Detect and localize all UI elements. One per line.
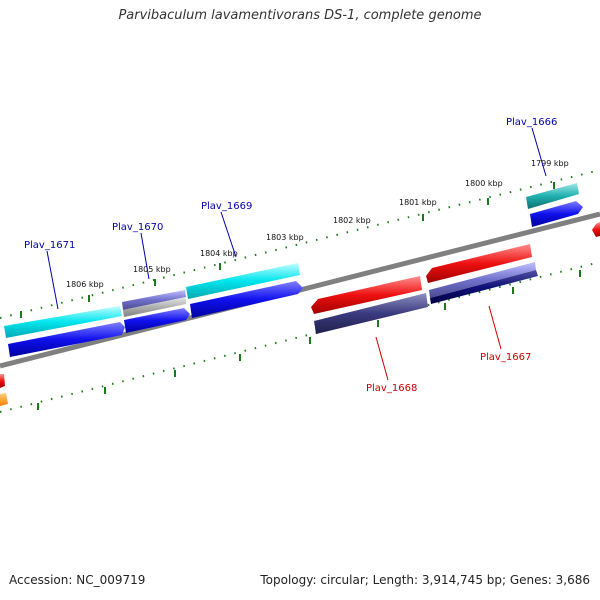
scale-label-1800: 1800 kbp [465,179,503,188]
gene-plav-1670[interactable] [122,290,190,333]
gene-partial-right [592,222,600,237]
scale-label-1801: 1801 kbp [399,198,437,207]
scale-label-1806: 1806 kbp [66,280,104,289]
gene-plav-1668[interactable] [311,276,428,334]
scale-ticks-upper [0,169,600,319]
gene-label-plav-1666[interactable]: Plav_1666 [506,117,557,128]
scale-label-1804: 1804 kbp [200,249,238,258]
genome-summary: Topology: circular; Length: 3,914,745 bp… [260,573,590,587]
scale-major-ticks [20,182,581,410]
gene-plav-1671[interactable] [4,306,125,357]
scale-label-1802: 1802 kbp [333,216,371,225]
scale-label-1799: 1799 kbp [531,159,569,168]
accession-info: Accession: NC_009719 [9,573,146,587]
gene-plav-1666[interactable] [526,183,583,227]
gene-label-plav-1667[interactable]: Plav_1667 [480,352,531,363]
leader-lines [46,127,547,381]
gene-label-plav-1668[interactable]: Plav_1668 [366,383,417,394]
gene-plav-1667[interactable] [426,244,538,304]
genome-title: Parvibaculum lavamentivorans DS-1, compl… [118,8,482,23]
scale-label-1805: 1805 kbp [133,265,171,274]
gene-label-plav-1669[interactable]: Plav_1669 [201,201,252,212]
scale-ticks-lower [0,261,600,413]
gene-label-plav-1670[interactable]: Plav_1670 [112,222,163,233]
gene-partial-left [0,374,8,406]
scale-label-1803: 1803 kbp [266,233,304,242]
gene-label-plav-1671[interactable]: Plav_1671 [24,240,75,251]
gene-plav-1669[interactable] [186,263,303,318]
